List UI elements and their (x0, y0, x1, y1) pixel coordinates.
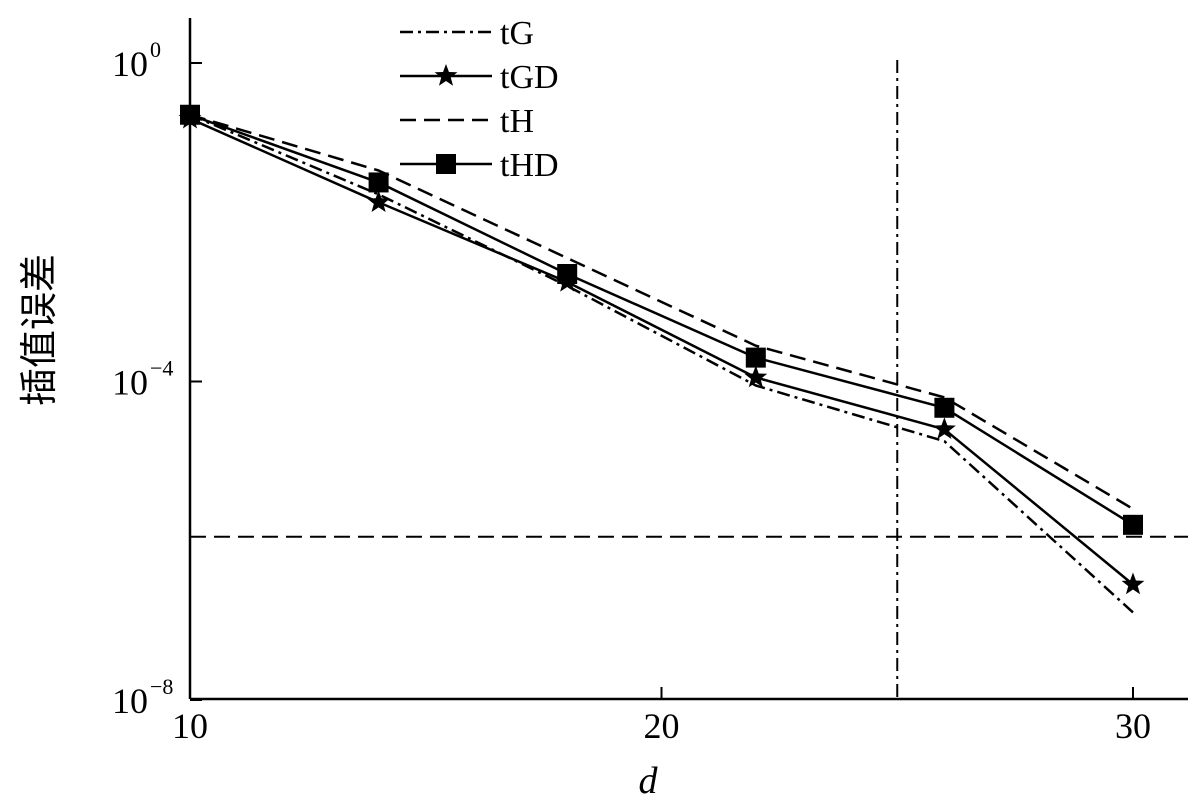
series-tg (189, 113, 1134, 614)
y-tick-exponent: −4 (150, 356, 173, 381)
legend-item-thd: tHD (400, 147, 559, 184)
legend-label-thd: tHD (500, 147, 559, 184)
legend-marker-tgd (434, 64, 458, 86)
legend-label-th: tH (500, 103, 534, 140)
y-tick-label: 10 (112, 363, 148, 403)
data-point-thd (745, 347, 766, 368)
x-tick-label: 30 (1115, 706, 1151, 746)
legend-label-tg: tG (500, 15, 534, 52)
data-point-thd (1123, 514, 1143, 535)
data-point-thd (934, 397, 955, 418)
data-point-tgd (932, 417, 956, 439)
series-thd (180, 104, 1143, 535)
legend-item-tg: tG (400, 15, 534, 52)
legend-label-tgd: tGD (500, 59, 559, 96)
series-th (189, 113, 1134, 510)
x-axis-label: d (639, 760, 659, 802)
series-line-thd (189, 113, 1134, 526)
legend-item-th: tH (400, 103, 534, 140)
series-tgd (178, 106, 1145, 595)
series-group (178, 104, 1145, 614)
axes-group (188, 18, 1188, 701)
data-point-thd (368, 172, 389, 193)
x-tick-label: 20 (644, 706, 680, 746)
series-line-th (189, 113, 1134, 510)
series-line-tgd (189, 117, 1134, 586)
data-point-tgd (744, 365, 768, 388)
legend-marker-thd (436, 154, 456, 174)
reference-lines-group (190, 60, 1188, 699)
legend-item-tgd: tGD (400, 59, 559, 96)
y-tick-label: 10 (112, 44, 148, 84)
data-point-tgd (1121, 572, 1145, 595)
y-tick-label: 10 (112, 681, 148, 721)
series-line-tg (189, 113, 1134, 614)
y-axis-label: 插值误差 (17, 254, 61, 406)
x-tick-label: 10 (172, 706, 208, 746)
y-tick-exponent: −8 (150, 674, 173, 699)
data-point-thd (557, 264, 578, 285)
legend: tG tGD tH tHD (400, 15, 559, 184)
y-tick-exponent: 0 (150, 37, 161, 62)
data-point-tgd (367, 190, 391, 213)
